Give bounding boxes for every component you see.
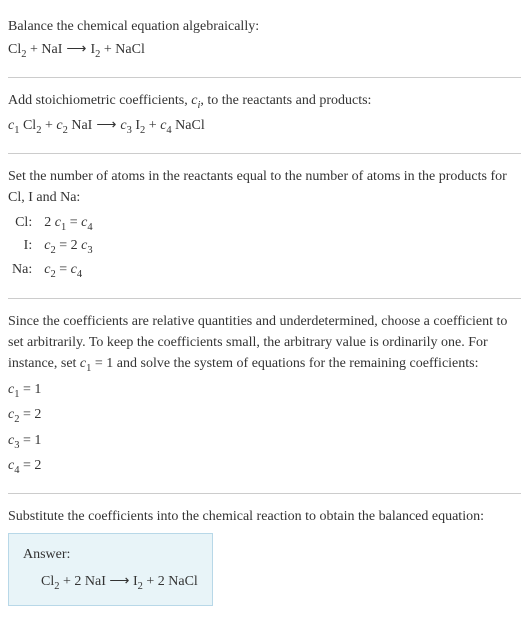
atom-eq-row-na: Na: c2 = c4	[8, 259, 93, 283]
initial-reaction: Cl2 + NaI⟶I2 + NaCl	[8, 39, 521, 63]
atom-eq-row-i: I: c2 = 2 c3	[8, 235, 93, 259]
instr-text-c: , to the reactants and products:	[200, 93, 371, 108]
solve-text-c: = 1 and solve the system of equations fo…	[91, 356, 478, 371]
product-2: NaCl	[115, 42, 145, 57]
divider-1	[8, 77, 521, 78]
coeff-value-1: c1 = 1	[8, 379, 521, 403]
cv-val: = 2	[19, 458, 41, 473]
cv-val: = 1	[19, 382, 41, 397]
atom-eq-i: c2 = 2 c3	[44, 235, 92, 259]
atom-eq-cl: 2 c1 = c4	[44, 212, 92, 236]
arrow-2: ⟶	[92, 118, 120, 133]
coeff-value-4: c4 = 2	[8, 455, 521, 479]
sp3: I	[132, 118, 140, 133]
answer-box: Answer: Cl2 + 2 NaI ⟶ I2 + 2 NaCl	[8, 533, 213, 606]
plus-2: +	[100, 42, 115, 57]
sp2: NaI	[68, 118, 93, 133]
arrow-1: ⟶	[62, 42, 90, 57]
ans-a: Cl	[41, 574, 54, 589]
eq-c: = 2	[56, 238, 81, 253]
sp1: Cl	[19, 118, 36, 133]
add-coeff-instruction: Add stoichiometric coefficients, ci, to …	[8, 90, 521, 114]
eq-d-sub: 4	[77, 269, 82, 280]
eq-d-sub: 4	[87, 221, 92, 232]
atom-label-na: Na:	[8, 259, 44, 283]
divider-3	[8, 298, 521, 299]
eq-d-sub: 3	[87, 245, 92, 256]
ans-b: + 2 NaI	[59, 574, 109, 589]
balanced-equation: Cl2 + 2 NaI ⟶ I2 + 2 NaCl	[23, 571, 198, 595]
ans-arrow: ⟶	[109, 574, 129, 589]
section-atom-balance: Set the number of atoms in the reactants…	[8, 158, 521, 295]
solve-instruction: Since the coefficients are relative quan…	[8, 311, 521, 377]
section-answer: Substitute the coefficients into the che…	[8, 498, 521, 614]
cv-val: = 2	[19, 407, 41, 422]
answer-label: Answer:	[23, 544, 198, 565]
eq-c: =	[56, 262, 71, 277]
ans-c: I	[129, 574, 137, 589]
problem-statement: Balance the chemical equation algebraica…	[8, 16, 521, 37]
plus-c1: +	[41, 118, 56, 133]
atom-label-i: I:	[8, 235, 44, 259]
coeff-reaction: c1 Cl2 + c2 NaI⟶c3 I2 + c4 NaCl	[8, 115, 521, 139]
plus-1: +	[26, 42, 41, 57]
divider-2	[8, 153, 521, 154]
eq-c: =	[66, 215, 81, 230]
atom-eq-row-cl: Cl: 2 c1 = c4	[8, 212, 93, 236]
section-add-coefficients: Add stoichiometric coefficients, ci, to …	[8, 82, 521, 149]
plus-c2: +	[145, 118, 160, 133]
eq-a: 2	[44, 215, 55, 230]
sp4: NaCl	[172, 118, 205, 133]
ans-d: + 2 NaCl	[143, 574, 198, 589]
section-solve: Since the coefficients are relative quan…	[8, 303, 521, 489]
cv-val: = 1	[19, 433, 41, 448]
atom-equations-table: Cl: 2 c1 = c4 I: c2 = 2 c3 Na: c2 = c4	[8, 212, 93, 283]
coeff-value-2: c2 = 2	[8, 404, 521, 428]
atom-balance-instruction: Set the number of atoms in the reactants…	[8, 166, 521, 208]
reactant-1: Cl	[8, 42, 21, 57]
reactant-2: NaI	[41, 42, 62, 57]
coeff-value-3: c3 = 1	[8, 430, 521, 454]
atom-label-cl: Cl:	[8, 212, 44, 236]
instr-text-a: Add stoichiometric coefficients,	[8, 93, 191, 108]
divider-4	[8, 493, 521, 494]
substitute-instruction: Substitute the coefficients into the che…	[8, 506, 521, 527]
section-problem: Balance the chemical equation algebraica…	[8, 8, 521, 73]
atom-eq-na: c2 = c4	[44, 259, 92, 283]
